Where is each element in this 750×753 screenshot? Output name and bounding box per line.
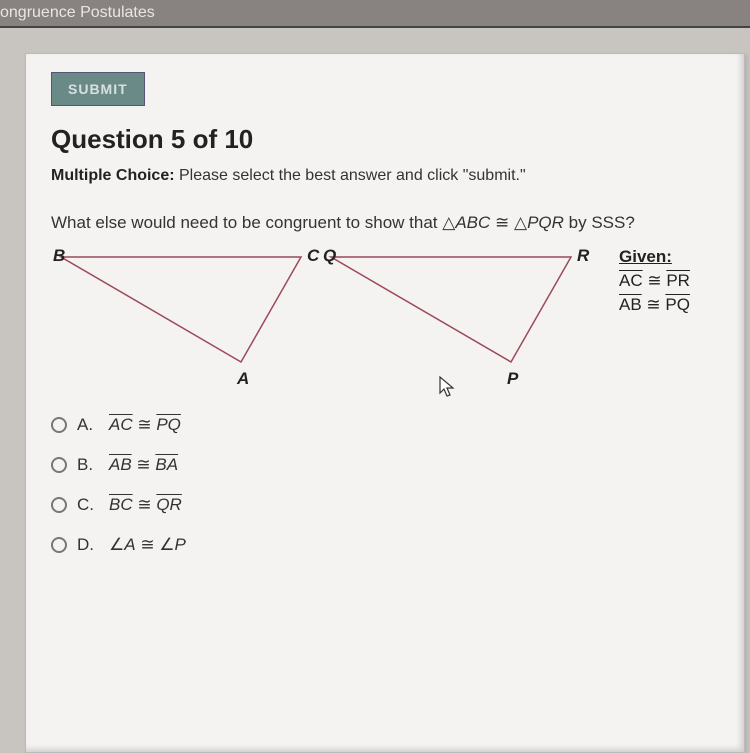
triangle-left-panel: B C A bbox=[51, 247, 321, 387]
answer-a-content: AC ≅ PQ bbox=[109, 415, 181, 435]
submit-label: SUBMIT bbox=[68, 81, 128, 97]
given-panel: Given: AC ≅ PR AB ≅ PQ bbox=[619, 247, 690, 315]
given1-left: AC bbox=[619, 271, 643, 291]
triangle2: PQR bbox=[527, 213, 564, 232]
question-header: Question 5 of 10 bbox=[51, 124, 719, 155]
triangle1: ABC bbox=[455, 213, 490, 232]
letter-b: B. bbox=[77, 455, 99, 475]
given-line-1: AC ≅ PR bbox=[619, 271, 690, 291]
answer-c-content: BC ≅ QR bbox=[109, 495, 182, 515]
mc-label: Multiple Choice: bbox=[51, 167, 175, 184]
svg-text:B: B bbox=[53, 247, 65, 265]
svg-text:Q: Q bbox=[323, 247, 336, 265]
question-page: SUBMIT Question 5 of 10 Multiple Choice:… bbox=[25, 53, 745, 753]
question-text: What else would need to be congruent to … bbox=[51, 213, 719, 233]
radio-b[interactable] bbox=[51, 457, 67, 473]
figure-row: B C A Q R P Given: AC ≅ PR AB bbox=[51, 247, 719, 387]
svg-text:P: P bbox=[507, 369, 519, 387]
answer-option-c[interactable]: C. BC ≅ QR bbox=[51, 495, 719, 515]
radio-c[interactable] bbox=[51, 497, 67, 513]
radio-a[interactable] bbox=[51, 417, 67, 433]
qtext-suffix: by SSS? bbox=[564, 213, 635, 232]
breadcrumb: ongruence Postulates bbox=[0, 0, 750, 28]
outer-frame: SUBMIT Question 5 of 10 Multiple Choice:… bbox=[0, 53, 750, 753]
breadcrumb-text: ongruence Postulates bbox=[0, 4, 155, 21]
triangle-right-svg: Q R P bbox=[321, 247, 591, 387]
mc-text: Please select the best answer and click … bbox=[175, 167, 526, 184]
svg-text:A: A bbox=[236, 369, 249, 387]
submit-button[interactable]: SUBMIT bbox=[51, 72, 145, 106]
answer-option-a[interactable]: A. AC ≅ PQ bbox=[51, 415, 719, 435]
triangle-symbol-1: △ bbox=[442, 213, 455, 232]
letter-c: C. bbox=[77, 495, 99, 515]
cong-symbol: ≅ bbox=[490, 213, 514, 232]
answer-option-b[interactable]: B. AB ≅ BA bbox=[51, 455, 719, 475]
letter-a: A. bbox=[77, 415, 99, 435]
answer-d-content: ∠A ≅ ∠P bbox=[109, 535, 186, 555]
answer-option-d[interactable]: D. ∠A ≅ ∠P bbox=[51, 535, 719, 555]
triangle-right-panel: Q R P bbox=[321, 247, 591, 387]
triangle-symbol-2: △ bbox=[514, 213, 527, 232]
svg-text:C: C bbox=[307, 247, 320, 265]
radio-d[interactable] bbox=[51, 537, 67, 553]
given1-right: PR bbox=[666, 271, 690, 291]
letter-d: D. bbox=[77, 535, 99, 555]
given2-right: PQ bbox=[665, 295, 690, 315]
given-header: Given: bbox=[619, 247, 690, 267]
triangle-left-svg: B C A bbox=[51, 247, 321, 387]
given-line-2: AB ≅ PQ bbox=[619, 295, 690, 315]
qtext-prefix: What else would need to be congruent to … bbox=[51, 213, 442, 232]
svg-text:R: R bbox=[577, 247, 590, 265]
answers-list: A. AC ≅ PQ B. AB ≅ BA C. BC ≅ QR D. ∠A ≅… bbox=[51, 415, 719, 555]
given2-left: AB bbox=[619, 295, 642, 315]
answer-b-content: AB ≅ BA bbox=[109, 455, 178, 475]
instructions: Multiple Choice: Please select the best … bbox=[51, 167, 719, 185]
